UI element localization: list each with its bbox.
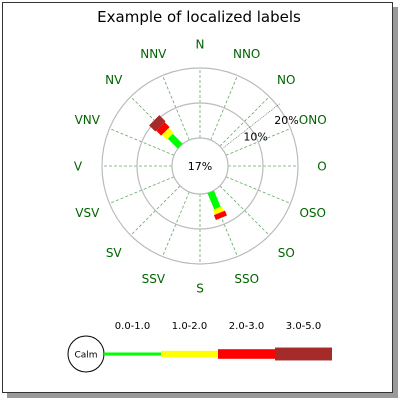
direction-label-nv: NV [105, 73, 123, 87]
bar-segment [213, 206, 224, 215]
direction-labels: N NNO NO ONO O OSO SO SSO S SSV SV VSV V VNV NV NNV [74, 38, 327, 296]
range-ring-2 [101, 67, 299, 265]
direction-label-ssv: SSV [142, 272, 166, 286]
direction-label-v: V [74, 160, 83, 174]
direction-label-s: S [196, 282, 204, 296]
direction-label-nno: NNO [233, 47, 260, 61]
legend-label-2-0-3-0: 2.0-3.0 [229, 321, 264, 332]
bar-nv-3-0-5-0 [149, 115, 166, 132]
bar-nv-0-0-1-0 [167, 133, 183, 149]
direction-label-ono: ONO [299, 113, 327, 127]
grid-layer: 10% 20% 17% [101, 67, 299, 265]
direction-label-nnv: NNV [140, 47, 167, 61]
bar-segment [156, 122, 170, 136]
legend-label-0-0-1-0: 0.0-1.0 [115, 321, 150, 332]
calm-circle [171, 137, 229, 195]
bar-segment [167, 133, 183, 149]
direction-label-o: O [317, 160, 326, 174]
ring-label-2: 20% [274, 114, 298, 127]
chart-title: Example of localized labels [97, 8, 301, 26]
ring-label-1: 10% [243, 130, 267, 143]
legend-swatch-0-0-1-0 [104, 352, 161, 356]
legend-label-1-0-2-0: 1.0-2.0 [172, 321, 207, 332]
bar-sso-0-0-1-0 [207, 190, 221, 210]
bar-nv-1-0-2-0 [161, 127, 174, 140]
direction-label-so: SO [278, 246, 295, 260]
legend-calm-label: Calm [74, 351, 97, 361]
direction-label-vnv: VNV [75, 113, 101, 127]
direction-label-vsv: VSV [75, 206, 100, 220]
ring-label-leader [223, 102, 281, 148]
legend-label-3-0-5-0: 3.0-5.0 [286, 321, 321, 332]
bars-layer [149, 115, 227, 221]
bar-segment [149, 115, 166, 132]
direction-label-sso: SSO [234, 272, 259, 286]
bar-nv-2-0-3-0 [156, 122, 170, 136]
legend: Calm 0.0-1.0 1.0-2.0 2.0-3.0 3.0-5.0 [67, 321, 332, 373]
bar-segment [213, 210, 227, 221]
legend-swatch-2-0-3-0 [218, 349, 275, 359]
direction-label-n: N [196, 38, 205, 52]
legend-swatch-3-0-5-0 [275, 347, 332, 361]
direction-label-oso: OSO [299, 206, 326, 220]
bar-sso-1-0-2-0 [213, 206, 224, 215]
calm-percentage: 17% [188, 160, 212, 173]
bar-segment [207, 190, 221, 210]
direction-label-no: NO [277, 73, 295, 87]
bar-segment [161, 127, 174, 140]
chart-frame [2, 2, 393, 393]
direction-label-sv: SV [106, 246, 123, 260]
legend-swatch-1-0-2-0 [161, 350, 218, 358]
range-ring-1 [136, 102, 264, 230]
bar-sso-2-0-3-0 [213, 210, 227, 221]
